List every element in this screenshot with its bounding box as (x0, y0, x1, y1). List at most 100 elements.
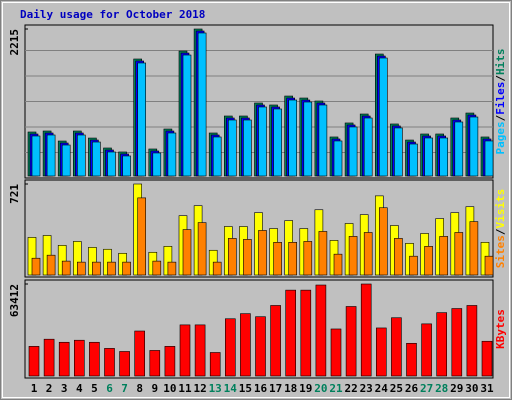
y-tick-label: 721 (8, 184, 21, 204)
bar (394, 238, 403, 276)
bar (107, 261, 116, 276)
bar (348, 236, 358, 276)
bar (212, 261, 222, 276)
legend-entry: Files (494, 82, 507, 115)
bar (375, 327, 387, 377)
bar (378, 57, 388, 177)
legend-entry: Visits (494, 189, 507, 229)
bar (225, 318, 236, 377)
bar (46, 254, 56, 276)
bar (318, 104, 328, 177)
bar (484, 255, 494, 276)
bar (318, 231, 328, 276)
legend-entry: Pages (494, 121, 507, 154)
x-tick-label: 14 (224, 382, 238, 395)
chart-title: Daily usage for October 2018 (20, 8, 205, 21)
bar (333, 140, 343, 177)
bar (31, 257, 41, 276)
bar (149, 350, 161, 377)
x-tick-label: 1 (31, 382, 38, 395)
bar (300, 289, 312, 377)
x-tick-label: 31 (480, 382, 494, 395)
bar (228, 238, 237, 276)
bar (89, 341, 100, 377)
x-tick-label: 24 (375, 382, 389, 395)
bar (182, 54, 192, 177)
bar (104, 348, 115, 377)
bar (409, 255, 418, 276)
bar (273, 108, 282, 177)
x-tick-label: 30 (465, 382, 478, 395)
x-tick-label: 3 (61, 382, 68, 395)
bar (107, 151, 116, 177)
bar (436, 312, 448, 377)
bar (152, 260, 162, 276)
bar (484, 140, 494, 177)
bar (454, 232, 464, 276)
bar (391, 317, 402, 377)
x-tick-label: 7 (121, 382, 128, 395)
x-tick-label: 18 (284, 382, 297, 395)
legend: KBytes (494, 309, 507, 349)
bar (451, 308, 463, 377)
bar (258, 230, 267, 276)
bar (481, 340, 493, 377)
x-tick-label: 5 (91, 382, 98, 395)
x-tick-label: 25 (390, 382, 403, 395)
bar (61, 260, 71, 276)
bar (197, 32, 207, 177)
bar (167, 132, 177, 177)
bar (360, 283, 372, 377)
bar (209, 352, 221, 377)
bar (243, 119, 252, 177)
bar (77, 134, 86, 177)
bar (61, 144, 71, 177)
x-tick-label: 29 (450, 382, 463, 395)
bar (119, 351, 130, 377)
bar (31, 135, 41, 177)
bar (197, 222, 207, 276)
bar (58, 341, 70, 377)
bar (273, 242, 282, 276)
bar (421, 323, 432, 377)
x-tick-label: 28 (435, 382, 448, 395)
x-tick-label: 8 (136, 382, 143, 395)
bar (406, 342, 417, 377)
bar (469, 116, 479, 177)
x-tick-label: 22 (344, 382, 357, 395)
x-tick-label: 12 (193, 382, 206, 395)
bar (194, 324, 206, 377)
bar (74, 339, 85, 377)
bar (92, 141, 101, 177)
bar (394, 127, 403, 177)
bar (137, 197, 146, 276)
bar (424, 137, 433, 177)
y-tick-label: 63412 (8, 284, 21, 317)
x-tick-label: 15 (239, 382, 252, 395)
legend-separator: / (494, 75, 507, 82)
legend-separator: / (494, 228, 507, 235)
bar (164, 346, 176, 377)
x-tick-label: 27 (420, 382, 433, 395)
bar (363, 232, 373, 276)
bar (378, 207, 388, 276)
bar (167, 261, 177, 276)
bar (46, 134, 56, 177)
x-tick-label: 23 (360, 382, 373, 395)
y-tick-label: 2215 (8, 29, 21, 56)
bar (137, 62, 146, 177)
bar (424, 246, 433, 276)
bar (270, 305, 281, 377)
bar (240, 313, 251, 377)
legend: Pages/Files/Hits (494, 49, 507, 155)
bar (303, 101, 313, 177)
bar (439, 137, 449, 177)
x-tick-label: 21 (329, 382, 343, 395)
bar (77, 261, 86, 276)
bar (315, 284, 327, 377)
bar (179, 324, 191, 377)
bar (228, 119, 237, 177)
bar (348, 126, 358, 177)
bar (134, 330, 145, 377)
